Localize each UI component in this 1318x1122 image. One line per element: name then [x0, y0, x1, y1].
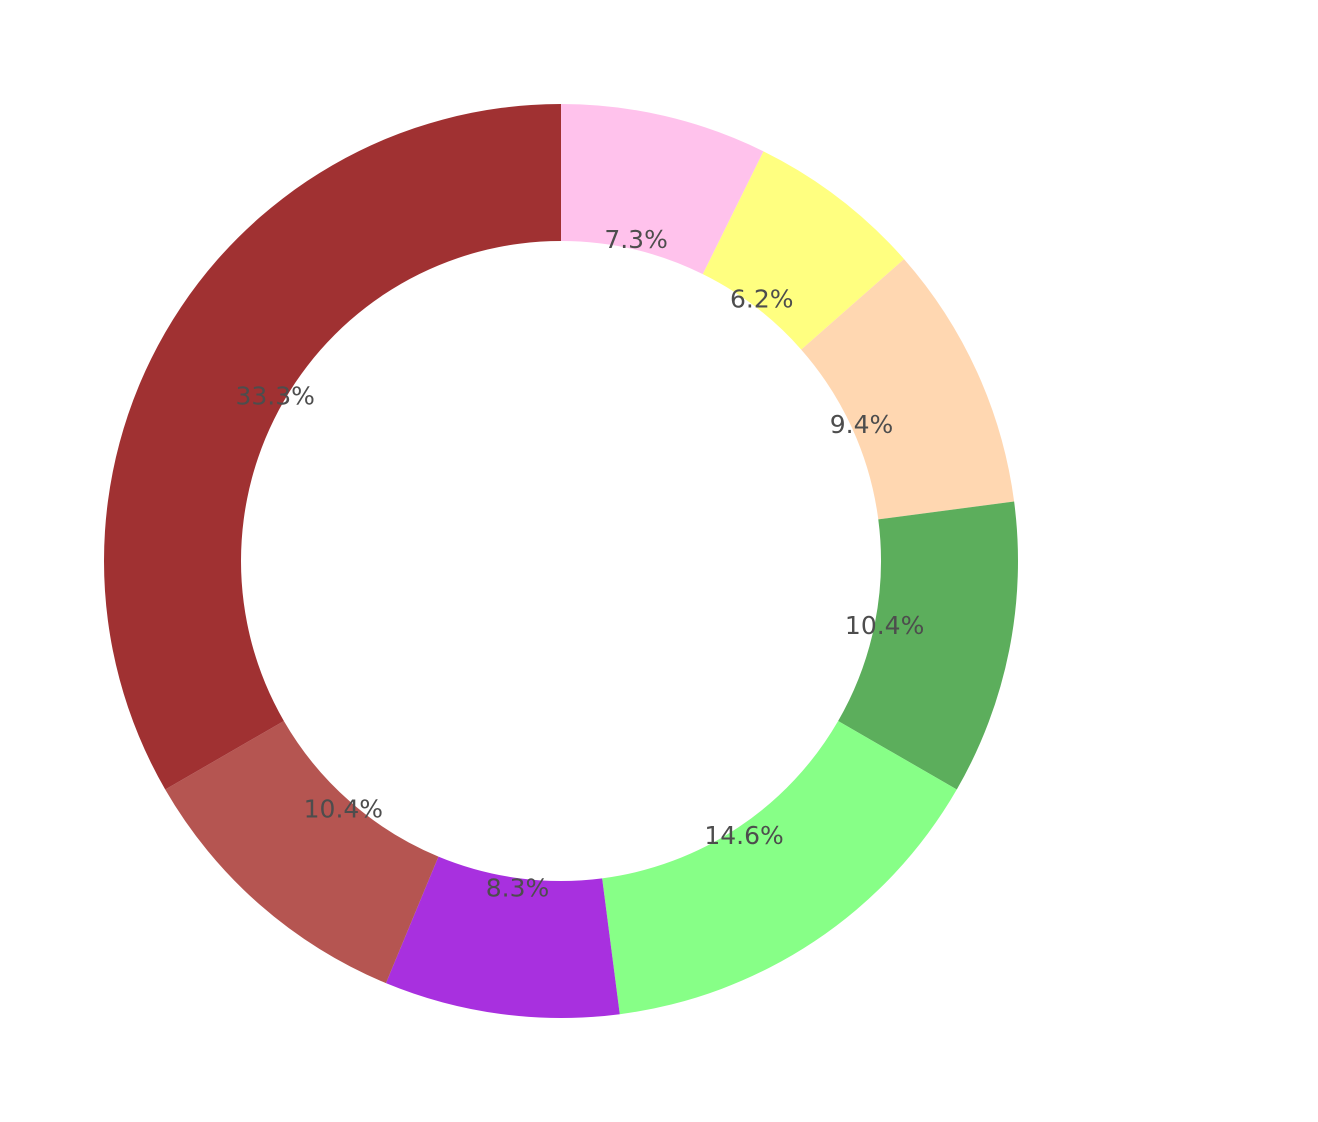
donut-slice-4	[838, 501, 1018, 790]
donut-slice-1	[561, 104, 764, 275]
donut-slice-7	[165, 721, 439, 984]
donut-slice-2	[702, 151, 905, 350]
donut-slices	[104, 104, 1018, 1019]
slice-percent-label-1: 7.3%	[604, 225, 668, 254]
slice-percent-label-7: 10.4%	[304, 795, 383, 824]
donut-labels: 7.3% 6.2% 9.4% 10.4% 14.6% 8.3% 10.4% 33.3%	[236, 225, 925, 902]
donut-slice-6	[385, 856, 620, 1019]
slice-percent-label-2: 6.2%	[730, 285, 794, 314]
donut-slice-8	[104, 104, 562, 790]
slice-percent-label-6: 8.3%	[486, 874, 550, 903]
slice-percent-label-3: 9.4%	[830, 410, 894, 439]
slice-percent-label-4: 10.4%	[845, 611, 924, 640]
donut-slice-5	[602, 721, 957, 1015]
slice-percent-label-8: 33.3%	[236, 382, 315, 411]
donut-slice-3	[801, 259, 1015, 520]
slice-percent-label-5: 14.6%	[704, 821, 783, 850]
